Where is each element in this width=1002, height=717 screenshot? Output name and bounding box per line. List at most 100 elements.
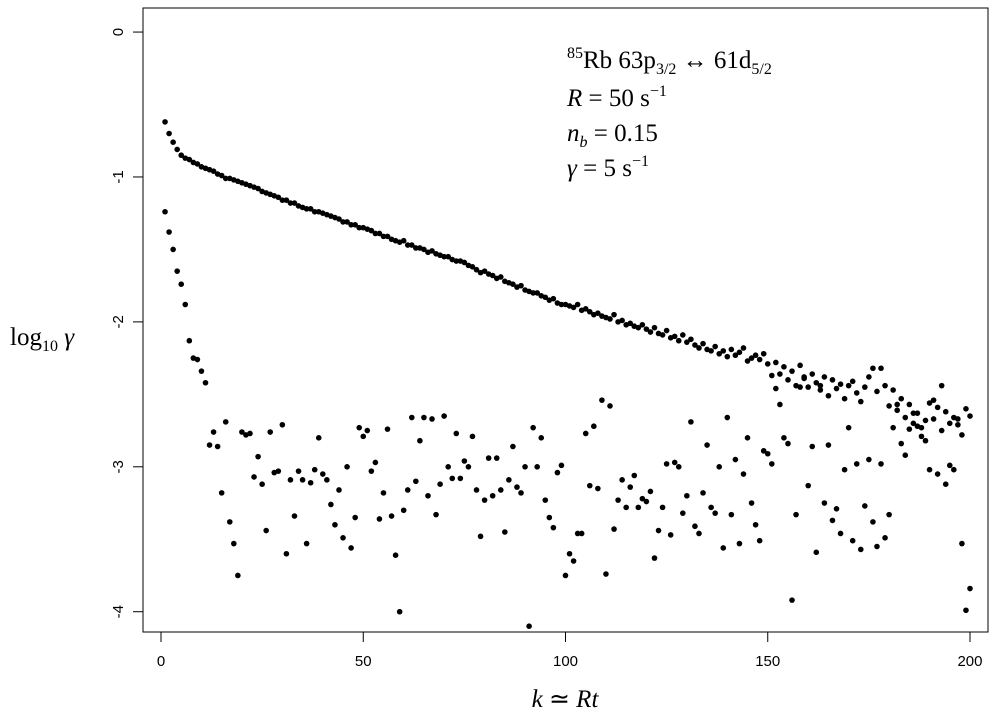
point: [372, 230, 379, 237]
point: [712, 510, 718, 516]
point: [174, 146, 180, 153]
point: [251, 474, 257, 480]
point: [777, 401, 783, 408]
point: [659, 504, 666, 511]
point: [485, 455, 492, 461]
point: [530, 424, 536, 431]
point: [380, 233, 387, 240]
point: [740, 345, 747, 351]
point: [623, 504, 629, 511]
y-tick-label: -2: [110, 315, 127, 328]
point: [902, 452, 909, 459]
point: [303, 540, 310, 547]
point: [716, 350, 723, 357]
point: [267, 429, 274, 435]
point: [813, 379, 820, 386]
point: [550, 524, 557, 531]
point: [182, 301, 189, 308]
point: [845, 382, 852, 389]
point: [348, 221, 354, 228]
point: [752, 521, 759, 528]
point: [910, 420, 917, 427]
point: [210, 168, 217, 174]
point: [797, 384, 803, 390]
point: [696, 530, 702, 537]
point: [570, 304, 577, 311]
point: [627, 484, 634, 490]
point: [643, 498, 650, 505]
point: [967, 413, 973, 419]
point: [886, 403, 892, 409]
point: [825, 392, 832, 399]
point: [433, 511, 439, 518]
point: [768, 372, 775, 379]
point: [946, 420, 953, 427]
point: [166, 229, 172, 235]
point: [700, 340, 706, 347]
point: [530, 290, 536, 296]
annotation-part: R: [566, 85, 582, 112]
point: [882, 382, 888, 389]
point: [473, 487, 480, 493]
point: [441, 413, 447, 419]
annotation-line: nb = 0.15: [567, 120, 658, 151]
point: [235, 572, 241, 579]
point: [599, 397, 605, 403]
point: [336, 487, 342, 493]
point: [898, 395, 905, 402]
point: [675, 463, 682, 470]
point: [615, 497, 621, 503]
point: [170, 246, 176, 253]
point: [441, 253, 447, 260]
point: [481, 497, 488, 503]
point: [708, 504, 714, 511]
point: [320, 471, 326, 477]
point: [554, 469, 561, 476]
point: [898, 440, 905, 447]
x-tick-label: 200: [957, 653, 982, 670]
point: [829, 517, 836, 524]
point: [360, 433, 367, 440]
point: [340, 535, 346, 541]
point: [356, 224, 363, 231]
point: [744, 435, 751, 441]
point: [489, 272, 496, 279]
point: [688, 336, 694, 343]
point: [728, 511, 735, 518]
point: [934, 471, 941, 477]
x-tick-label: 50: [355, 653, 372, 670]
point: [445, 253, 451, 260]
point: [574, 530, 581, 537]
annotation-line: 85Rb 63p3/2 ↔ 61d5/2: [567, 45, 772, 78]
point: [542, 497, 549, 503]
point: [906, 426, 913, 432]
point: [736, 349, 743, 356]
point: [647, 488, 654, 495]
point: [886, 511, 892, 518]
point: [287, 200, 294, 206]
y-tick-label: -4: [110, 605, 127, 618]
annotation-part: −1: [632, 153, 649, 170]
annotation-part: = 50 s: [582, 85, 650, 112]
point: [926, 466, 933, 473]
point: [922, 437, 929, 444]
point: [514, 484, 520, 490]
point: [619, 477, 625, 483]
point: [692, 523, 698, 530]
point: [445, 463, 451, 470]
point: [311, 466, 318, 473]
point: [194, 161, 201, 167]
point: [878, 365, 884, 372]
point: [218, 490, 225, 496]
point: [279, 197, 286, 203]
point: [469, 433, 476, 440]
point: [384, 233, 391, 240]
point: [752, 352, 759, 359]
point: [198, 368, 205, 374]
point: [809, 443, 816, 450]
point: [421, 246, 427, 253]
point: [437, 481, 443, 487]
point: [890, 387, 896, 393]
point: [647, 329, 654, 335]
